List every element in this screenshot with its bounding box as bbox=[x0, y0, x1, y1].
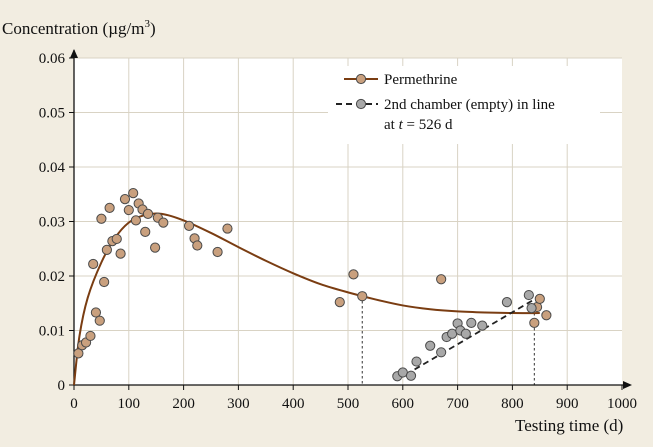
x-tick-label: 100 bbox=[118, 396, 141, 412]
y-axis-label-main: Concentration (µg/m bbox=[2, 19, 144, 38]
chamber-point bbox=[460, 328, 471, 339]
x-tick-label: 900 bbox=[556, 396, 579, 412]
legend-line2-at: at bbox=[384, 117, 396, 133]
legend-line2-var: t bbox=[399, 117, 404, 133]
permethrine-point bbox=[130, 215, 142, 226]
permethrine-point bbox=[128, 188, 139, 199]
permethrine-point bbox=[142, 208, 154, 219]
y-tick-label: 0.03 bbox=[39, 215, 65, 231]
chamber-point bbox=[501, 297, 513, 308]
permethrine-point bbox=[111, 233, 122, 245]
y-tick-label: 0.05 bbox=[39, 106, 65, 122]
x-axis-label: Testing time (d) bbox=[515, 416, 623, 435]
permethrine-point bbox=[348, 269, 359, 280]
y-tick-label: 0.02 bbox=[39, 269, 65, 285]
permethrine-point bbox=[119, 194, 131, 205]
chamber-point bbox=[405, 370, 417, 381]
x-tick-label: 400 bbox=[282, 396, 305, 412]
permethrine-point bbox=[192, 240, 203, 251]
chamber-point bbox=[436, 347, 447, 358]
permethrine-point bbox=[541, 310, 552, 321]
chamber-point bbox=[477, 320, 488, 331]
x-tick-label: 600 bbox=[392, 396, 415, 412]
x-tick-label: 500 bbox=[337, 396, 360, 412]
y-axis-label-sup: 3 bbox=[144, 18, 150, 30]
permethrine-point bbox=[99, 276, 110, 288]
permethrine-point bbox=[94, 315, 105, 326]
permethrine-point bbox=[357, 291, 368, 302]
permethrine-point bbox=[158, 217, 169, 228]
legend-marker-2nd-chamber bbox=[355, 98, 367, 110]
legend-line2-rest: = 526 d bbox=[403, 117, 453, 133]
y-axis-arrow bbox=[70, 49, 78, 58]
permethrine-point bbox=[88, 258, 99, 270]
permethrine-point bbox=[222, 223, 233, 234]
permethrine-point bbox=[183, 220, 195, 231]
chamber-point bbox=[523, 289, 534, 301]
chamber-point bbox=[466, 317, 477, 328]
permethrine-point bbox=[140, 226, 151, 237]
x-tick-label: 800 bbox=[501, 396, 524, 412]
y-tick-label: 0.04 bbox=[39, 160, 66, 176]
y-axis-label-close: ) bbox=[150, 19, 156, 38]
tick-labels: 0 0.01 0.02 0.03 0.04 0.05 0.06 0 100 200 300 400 50… bbox=[39, 51, 637, 412]
permethrine-point bbox=[212, 246, 223, 258]
permethrine-point bbox=[104, 202, 115, 213]
x-tick-label: 1000 bbox=[607, 396, 637, 412]
permethrine-point bbox=[529, 317, 540, 328]
permethrine-point bbox=[96, 213, 107, 224]
permethrine-point bbox=[123, 204, 134, 216]
permethrine-point bbox=[101, 244, 112, 255]
data-points bbox=[73, 188, 552, 382]
legend-label-2nd-chamber-line2: at t = 526 d bbox=[384, 117, 453, 133]
y-axis-label: Concentration (µg/m3) bbox=[2, 18, 156, 38]
legend-label-permethrine: Permethrine bbox=[384, 72, 458, 88]
legend-marker-permethrine bbox=[355, 73, 367, 85]
axes bbox=[69, 49, 632, 390]
x-tick-label: 200 bbox=[172, 396, 195, 412]
permethrine-point bbox=[85, 330, 96, 342]
y-tick-label: 0 bbox=[58, 378, 66, 394]
x-tick-label: 300 bbox=[227, 396, 250, 412]
permethrine-point bbox=[334, 297, 345, 308]
x-axis-arrow bbox=[623, 381, 632, 389]
legend-label-2nd-chamber: 2nd chamber (empty) in line bbox=[384, 97, 555, 113]
x-tick-label: 700 bbox=[446, 396, 469, 412]
permethrine-point bbox=[436, 274, 447, 285]
chamber-point bbox=[526, 303, 537, 314]
y-tick-label: 0.01 bbox=[39, 324, 65, 340]
permethrine-point bbox=[150, 242, 161, 253]
y-tick-label: 0.06 bbox=[39, 51, 66, 67]
permethrine-point bbox=[90, 307, 102, 318]
permethrine-point bbox=[115, 248, 126, 259]
permethrine-point bbox=[73, 348, 84, 359]
chamber-point bbox=[425, 340, 436, 351]
chamber-point bbox=[411, 356, 422, 367]
x-tick-label: 0 bbox=[70, 396, 78, 412]
legend: Permethrine 2nd chamber (empty) in line … bbox=[328, 66, 600, 144]
permethrine-point bbox=[534, 293, 545, 304]
